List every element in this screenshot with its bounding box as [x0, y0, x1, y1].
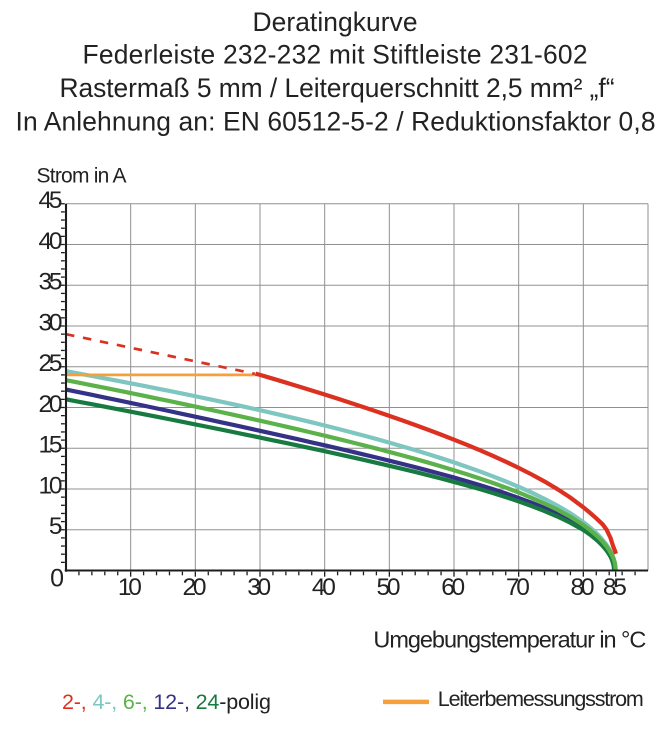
svg-text:10: 10	[118, 574, 142, 601]
svg-text:Federleiste 232-232 mit Stiftl: Federleiste 232-232 mit Stiftleiste 231-…	[83, 40, 588, 70]
svg-text:80: 80	[571, 574, 595, 601]
svg-text:40: 40	[312, 574, 336, 601]
svg-text:Umgebungstemperatur in °C: Umgebungstemperatur in °C	[373, 627, 646, 653]
svg-text:50: 50	[377, 574, 401, 601]
svg-text:85: 85	[603, 574, 627, 601]
svg-text:30: 30	[39, 309, 63, 336]
svg-text:Deratingkurve: Deratingkurve	[253, 7, 418, 37]
svg-text:45: 45	[39, 187, 63, 214]
svg-text:Strom in A: Strom in A	[37, 165, 127, 188]
svg-text:20: 20	[39, 391, 63, 418]
svg-text:60: 60	[441, 574, 465, 601]
svg-text:20: 20	[183, 574, 207, 601]
svg-text:In Anlehnung an: EN 60512-5-2: In Anlehnung an: EN 60512-5-2 / Reduktio…	[16, 107, 656, 137]
svg-text:40: 40	[39, 228, 63, 255]
svg-text:0: 0	[50, 565, 64, 593]
svg-text:25: 25	[39, 350, 63, 377]
svg-text:10: 10	[39, 472, 63, 499]
svg-text:5: 5	[49, 513, 63, 540]
svg-text:70: 70	[506, 574, 530, 601]
svg-text:30: 30	[247, 574, 271, 601]
svg-text:15: 15	[39, 432, 63, 459]
svg-text:35: 35	[39, 269, 63, 296]
svg-text:Rastermaß 5 mm / Leiterquersch: Rastermaß 5 mm / Leiterquerschnitt 2,5 m…	[60, 73, 615, 103]
svg-text:Leiterbemessungsstrom: Leiterbemessungsstrom	[438, 687, 644, 711]
svg-text:2-, 4-, 6-, 12-, 24-polig: 2-, 4-, 6-, 12-, 24-polig	[62, 690, 271, 714]
